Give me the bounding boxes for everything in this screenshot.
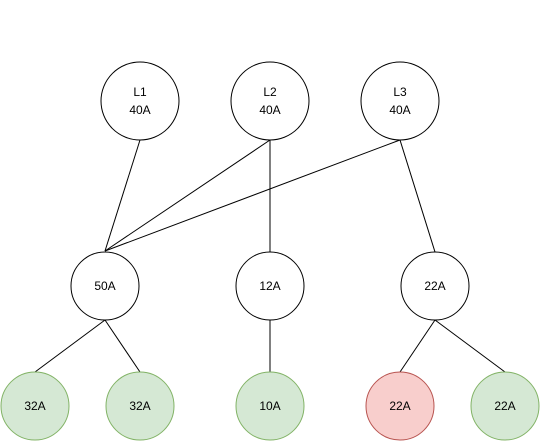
node-b12[interactable]: 12A: [235, 251, 305, 321]
node-label-c22b: 22A: [494, 399, 515, 413]
node-label-l2-line1: L2: [263, 85, 277, 99]
node-c10[interactable]: 10A: [235, 371, 305, 441]
node-b50[interactable]: 50A: [70, 251, 140, 321]
node-label-c22a: 22A: [389, 399, 410, 413]
node-label-l3-line2: 40A: [389, 103, 410, 117]
edge-l3-b22: [399, 139, 436, 253]
edge-l2-b50: [104, 139, 271, 252]
node-c32a[interactable]: 32A: [0, 371, 70, 441]
node-circle-l3: [360, 61, 440, 141]
node-circle-c32a: [0, 371, 70, 441]
node-circle-l2: [230, 61, 310, 141]
edge-b22-c22a: [399, 319, 436, 373]
node-label-l1-line1: L1: [133, 85, 147, 99]
edge-b50-c32b: [104, 319, 141, 373]
node-circle-c22a: [365, 371, 435, 441]
node-b22[interactable]: 22A: [400, 251, 470, 321]
node-label-l2-line2: 40A: [259, 103, 280, 117]
node-label-c10: 10A: [259, 399, 280, 413]
edge-b50-c32a: [34, 319, 106, 373]
node-circle-c22b: [470, 371, 540, 441]
edge-b22-c22b: [434, 319, 506, 373]
node-label-b50: 50A: [94, 279, 115, 293]
node-circle-l1: [100, 61, 180, 141]
node-circle-b50: [70, 251, 140, 321]
node-label-c32b: 32A: [129, 399, 150, 413]
node-label-l3-line1: L3: [393, 85, 407, 99]
node-c22b[interactable]: 22A: [470, 371, 540, 441]
node-c32b[interactable]: 32A: [105, 371, 175, 441]
node-label-b22: 22A: [424, 279, 445, 293]
node-circle-c32b: [105, 371, 175, 441]
node-label-c32a: 32A: [24, 399, 45, 413]
node-label-l1-line2: 40A: [129, 103, 150, 117]
edge-l3-b50: [104, 139, 401, 252]
node-label-b12: 12A: [259, 279, 280, 293]
edges-layer: [34, 139, 506, 373]
node-circle-c10: [235, 371, 305, 441]
node-c22a[interactable]: 22A: [365, 371, 435, 441]
edge-l1-b50: [104, 139, 141, 252]
node-circle-b22: [400, 251, 470, 321]
node-circle-b12: [235, 251, 305, 321]
